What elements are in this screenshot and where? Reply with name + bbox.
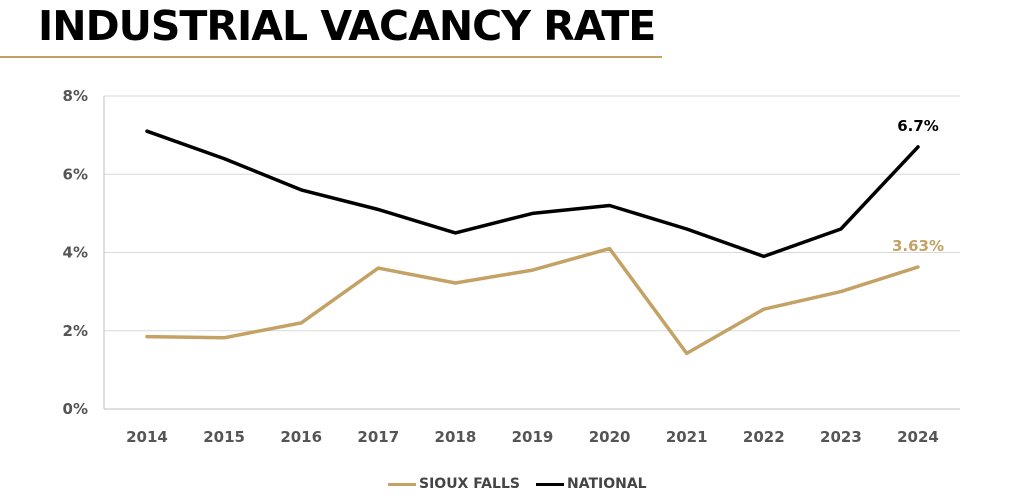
y-tick-label: 0% bbox=[63, 400, 88, 418]
x-tick-label: 2021 bbox=[666, 428, 708, 446]
series-line-sioux-falls bbox=[145, 246, 920, 356]
axes: 0% 2% 4% 6% 8% 2014 2015 2016 2017 2018 2019 2020 20… bbox=[63, 87, 960, 446]
legend-label-sioux-falls: SIOUX FALLS bbox=[419, 476, 520, 492]
data-labels: 3.63% 6.7% bbox=[892, 117, 944, 255]
x-tick-label: 2018 bbox=[435, 428, 477, 446]
legend-label-national: NATIONAL bbox=[567, 476, 647, 492]
series-line-national bbox=[145, 129, 920, 259]
x-tick-label: 2016 bbox=[280, 428, 322, 446]
data-label-national: 6.7% bbox=[897, 117, 939, 135]
legend-swatch-national bbox=[536, 482, 564, 486]
data-label-sioux-falls: 3.63% bbox=[892, 237, 944, 255]
legend-item-sioux-falls: SIOUX FALLS bbox=[388, 472, 520, 496]
legend: SIOUX FALLS NATIONAL bbox=[0, 472, 1024, 496]
x-tick-label: 2022 bbox=[743, 428, 785, 446]
x-tick-label: 2014 bbox=[126, 428, 168, 446]
x-tick-label: 2020 bbox=[589, 428, 631, 446]
y-tick-label: 4% bbox=[63, 244, 88, 262]
grid-lines bbox=[104, 95, 960, 332]
y-tick-label: 2% bbox=[63, 322, 88, 340]
legend-swatch-sioux-falls bbox=[388, 482, 416, 486]
y-tick-label: 6% bbox=[63, 165, 88, 183]
x-tick-label: 2023 bbox=[820, 428, 862, 446]
x-tick-label: 2024 bbox=[897, 428, 939, 446]
legend-item-national: NATIONAL bbox=[536, 472, 647, 496]
title-underline bbox=[0, 56, 662, 58]
x-tick-label: 2019 bbox=[512, 428, 554, 446]
x-tick-label: 2017 bbox=[357, 428, 399, 446]
line-chart: 0% 2% 4% 6% 8% 2014 2015 2016 2017 2018 2019 2020 20… bbox=[63, 87, 960, 446]
y-tick-label: 8% bbox=[63, 87, 88, 105]
x-tick-label: 2015 bbox=[203, 428, 245, 446]
series-lines bbox=[145, 129, 920, 356]
chart-title: INDUSTRIAL VACANCY RATE bbox=[38, 2, 656, 50]
